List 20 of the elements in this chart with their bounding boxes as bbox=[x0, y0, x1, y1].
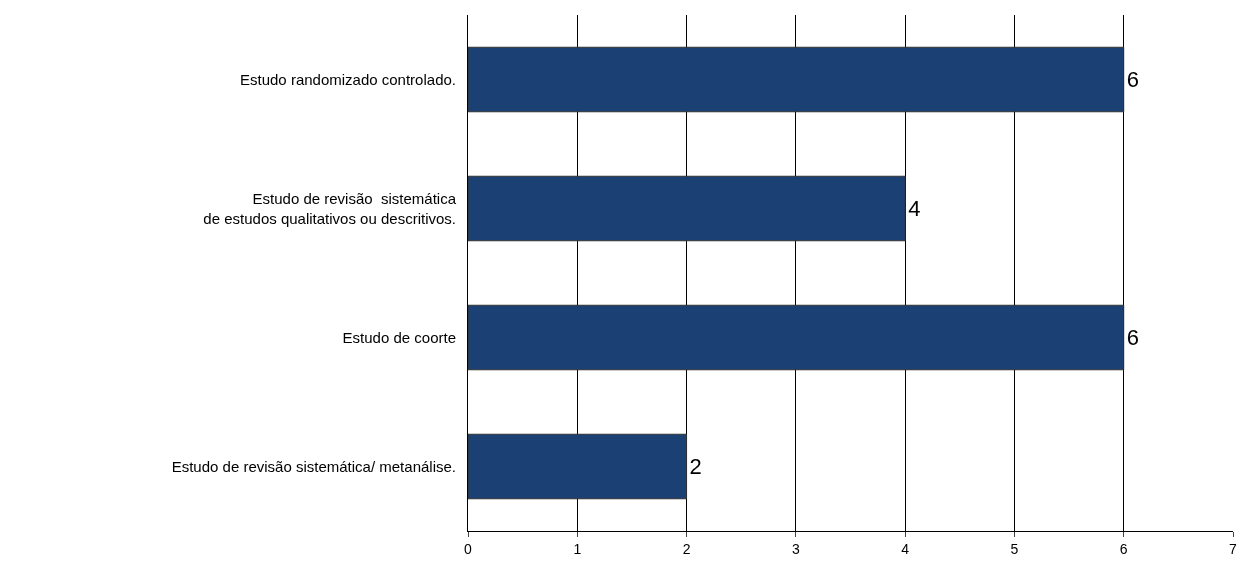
bar bbox=[468, 46, 1125, 113]
data-label: 6 bbox=[1126, 325, 1139, 350]
bar bbox=[468, 304, 1125, 371]
x-tick-label: 5 bbox=[1010, 540, 1019, 557]
data-label: 4 bbox=[908, 196, 921, 221]
x-tick-label: 6 bbox=[1119, 540, 1128, 557]
bar bbox=[468, 175, 906, 242]
y-tick-label: Estudo de revisão sistemática de estudos qualitativos ou descritivos. bbox=[203, 190, 457, 227]
y-tick-label: Estudo randomizado controlado. bbox=[240, 70, 456, 88]
y-tick-label: Estudo de revisão sistemática/ metanálise. bbox=[171, 457, 456, 475]
x-tick-label: 2 bbox=[682, 540, 691, 557]
y-tick-label: Estudo de coorte bbox=[342, 328, 456, 346]
x-tick-label: 4 bbox=[901, 540, 910, 557]
bar bbox=[468, 433, 688, 500]
data-label: 6 bbox=[1126, 67, 1139, 92]
x-tick-label: 7 bbox=[1229, 540, 1238, 557]
x-tick-label: 1 bbox=[573, 540, 582, 557]
x-tick-label: 0 bbox=[464, 540, 473, 557]
data-label: 2 bbox=[689, 454, 702, 479]
x-tick-label: 3 bbox=[791, 540, 800, 557]
